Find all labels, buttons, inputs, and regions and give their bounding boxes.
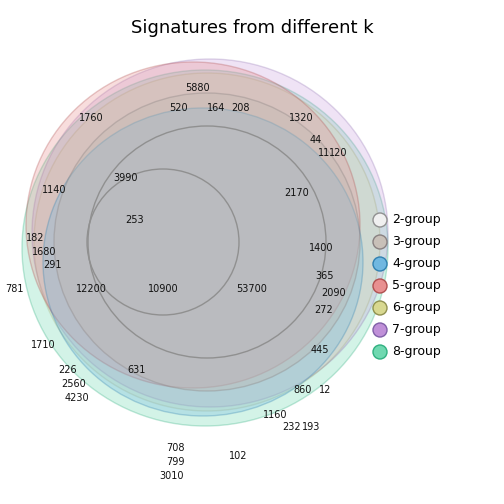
Text: 11: 11 — [318, 148, 330, 158]
Text: 3010: 3010 — [160, 471, 184, 481]
Ellipse shape — [373, 323, 387, 337]
Ellipse shape — [373, 345, 387, 359]
Text: 799: 799 — [166, 457, 184, 467]
Text: 120: 120 — [329, 148, 347, 158]
Text: 12: 12 — [319, 385, 331, 395]
Text: 102: 102 — [229, 451, 247, 461]
Text: 164: 164 — [207, 103, 225, 113]
Text: 232: 232 — [283, 422, 301, 432]
Text: 208: 208 — [231, 103, 249, 113]
Text: 631: 631 — [128, 365, 146, 375]
Ellipse shape — [43, 108, 363, 416]
Ellipse shape — [34, 73, 380, 411]
Text: 4-group: 4-group — [392, 258, 440, 271]
Text: 2-group: 2-group — [392, 214, 440, 226]
Text: 520: 520 — [169, 103, 187, 113]
Text: 272: 272 — [314, 305, 333, 315]
Text: 1140: 1140 — [42, 185, 66, 195]
Text: 860: 860 — [294, 385, 312, 395]
Text: 7-group: 7-group — [392, 324, 441, 337]
Text: 1400: 1400 — [309, 243, 333, 253]
Text: 53700: 53700 — [236, 284, 268, 294]
Text: 445: 445 — [311, 345, 329, 355]
Ellipse shape — [32, 59, 388, 407]
Text: 1680: 1680 — [32, 247, 56, 257]
Ellipse shape — [22, 70, 388, 426]
Ellipse shape — [26, 62, 360, 388]
Text: 708: 708 — [166, 443, 184, 453]
Text: 3990: 3990 — [114, 173, 138, 183]
Text: 253: 253 — [125, 215, 144, 225]
Ellipse shape — [373, 235, 387, 249]
Text: 6-group: 6-group — [392, 301, 440, 314]
Text: 12200: 12200 — [76, 284, 106, 294]
Text: Signatures from different k: Signatures from different k — [131, 19, 373, 37]
Text: 10900: 10900 — [148, 284, 178, 294]
Text: 44: 44 — [310, 135, 322, 145]
Text: 1760: 1760 — [79, 113, 103, 123]
Text: 5880: 5880 — [184, 83, 209, 93]
Text: 2170: 2170 — [285, 188, 309, 198]
Text: 8-group: 8-group — [392, 346, 441, 358]
Ellipse shape — [373, 257, 387, 271]
Text: 226: 226 — [58, 365, 77, 375]
Ellipse shape — [54, 93, 360, 391]
Ellipse shape — [373, 213, 387, 227]
Text: 1710: 1710 — [31, 340, 55, 350]
Text: 1320: 1320 — [289, 113, 313, 123]
Text: 3-group: 3-group — [392, 235, 440, 248]
Text: 5-group: 5-group — [392, 280, 441, 292]
Text: 182: 182 — [26, 233, 44, 243]
Text: 1160: 1160 — [263, 410, 287, 420]
Text: 4230: 4230 — [65, 393, 89, 403]
Ellipse shape — [373, 279, 387, 293]
Text: 781: 781 — [5, 284, 23, 294]
Text: 2090: 2090 — [322, 288, 346, 298]
Text: 365: 365 — [316, 271, 334, 281]
Text: 2560: 2560 — [61, 379, 86, 389]
Text: 291: 291 — [43, 260, 61, 270]
Ellipse shape — [373, 301, 387, 315]
Text: 193: 193 — [302, 422, 320, 432]
